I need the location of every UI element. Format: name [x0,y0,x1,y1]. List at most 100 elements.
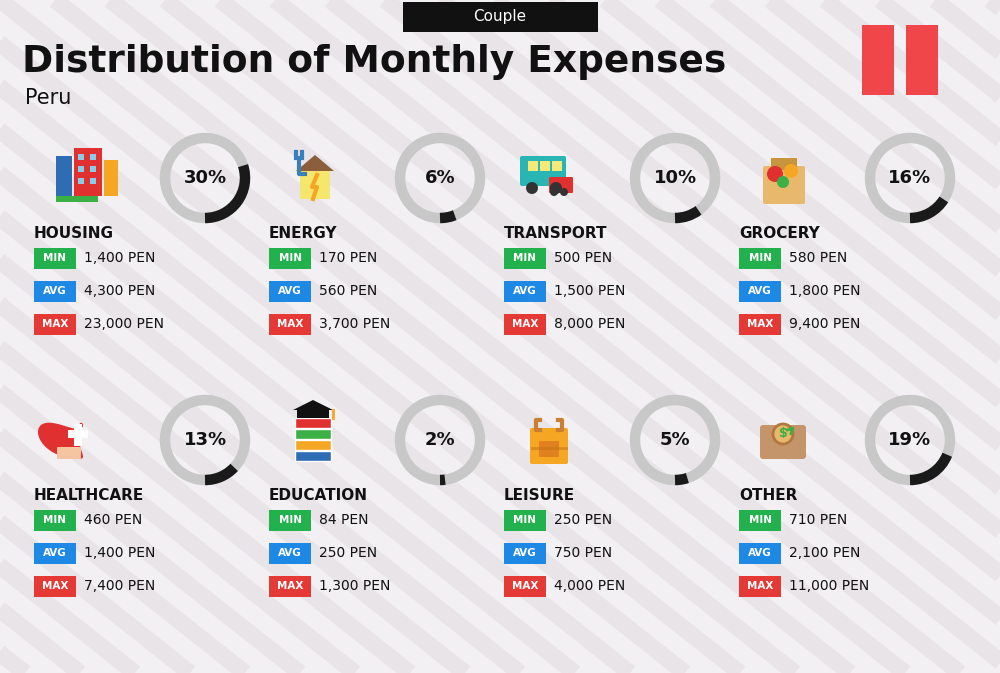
Text: LEISURE: LEISURE [504,487,575,503]
Text: 1,500 PEN: 1,500 PEN [554,284,625,298]
Text: MIN: MIN [748,515,772,525]
FancyBboxPatch shape [739,314,781,334]
Text: 1,400 PEN: 1,400 PEN [84,251,155,265]
FancyBboxPatch shape [530,428,568,464]
FancyBboxPatch shape [295,451,331,461]
Text: $: $ [779,427,787,441]
FancyBboxPatch shape [57,447,81,459]
Text: AVG: AVG [43,286,67,296]
FancyBboxPatch shape [34,314,76,334]
FancyBboxPatch shape [739,542,781,563]
Circle shape [550,182,562,194]
Text: MAX: MAX [747,581,773,591]
Circle shape [773,424,793,444]
Text: 30%: 30% [183,169,227,187]
FancyBboxPatch shape [504,281,546,302]
Text: 2%: 2% [425,431,455,449]
FancyBboxPatch shape [539,441,559,457]
FancyBboxPatch shape [528,161,538,171]
Text: MIN: MIN [514,253,536,263]
Text: 4,300 PEN: 4,300 PEN [84,284,155,298]
Text: AVG: AVG [748,286,772,296]
FancyBboxPatch shape [300,171,330,199]
Text: AVG: AVG [278,548,302,558]
Text: 170 PEN: 170 PEN [319,251,377,265]
Text: 580 PEN: 580 PEN [789,251,847,265]
Text: AVG: AVG [278,286,302,296]
Text: 23,000 PEN: 23,000 PEN [84,317,164,331]
Text: OTHER: OTHER [739,487,797,503]
FancyBboxPatch shape [34,248,76,269]
Text: MAX: MAX [277,581,303,591]
FancyBboxPatch shape [269,509,311,530]
Text: 4,000 PEN: 4,000 PEN [554,579,625,593]
FancyBboxPatch shape [739,509,781,530]
Text: HOUSING: HOUSING [34,225,114,240]
Text: 710 PEN: 710 PEN [789,513,847,527]
FancyBboxPatch shape [504,575,546,596]
Circle shape [784,164,798,178]
FancyBboxPatch shape [74,148,102,196]
Text: HEALTHCARE: HEALTHCARE [34,487,144,503]
Text: MAX: MAX [512,581,538,591]
Circle shape [777,176,789,188]
FancyBboxPatch shape [34,542,76,563]
Text: TRANSPORT: TRANSPORT [504,225,608,240]
Text: MIN: MIN [44,515,66,525]
FancyBboxPatch shape [269,314,311,334]
Text: 1,300 PEN: 1,300 PEN [319,579,390,593]
Text: Distribution of Monthly Expenses: Distribution of Monthly Expenses [22,44,726,80]
FancyBboxPatch shape [760,425,806,459]
FancyBboxPatch shape [295,440,331,450]
Text: MIN: MIN [44,253,66,263]
Circle shape [767,166,783,182]
Text: 1,800 PEN: 1,800 PEN [789,284,860,298]
Text: 250 PEN: 250 PEN [554,513,612,527]
FancyBboxPatch shape [504,509,546,530]
Text: 9,400 PEN: 9,400 PEN [789,317,860,331]
Text: 8,000 PEN: 8,000 PEN [554,317,625,331]
FancyBboxPatch shape [90,166,96,172]
FancyBboxPatch shape [78,178,84,184]
FancyBboxPatch shape [78,154,84,160]
Polygon shape [296,155,334,171]
Text: 1,400 PEN: 1,400 PEN [84,546,155,560]
FancyBboxPatch shape [771,158,797,170]
Text: AVG: AVG [513,286,537,296]
FancyBboxPatch shape [56,156,72,196]
FancyBboxPatch shape [295,418,331,428]
Text: AVG: AVG [513,548,537,558]
Text: MIN: MIN [278,515,302,525]
Text: GROCERY: GROCERY [739,225,820,240]
Text: 7,400 PEN: 7,400 PEN [84,579,155,593]
FancyBboxPatch shape [56,196,98,202]
FancyBboxPatch shape [34,509,76,530]
Text: 16%: 16% [888,169,932,187]
Text: AVG: AVG [43,548,67,558]
Circle shape [560,188,568,196]
FancyBboxPatch shape [34,575,76,596]
FancyBboxPatch shape [90,178,96,184]
Text: MIN: MIN [748,253,772,263]
Text: 750 PEN: 750 PEN [554,546,612,560]
FancyBboxPatch shape [269,281,311,302]
FancyBboxPatch shape [504,248,546,269]
FancyBboxPatch shape [763,166,805,204]
Text: MIN: MIN [278,253,302,263]
FancyBboxPatch shape [504,314,546,334]
FancyBboxPatch shape [297,410,329,418]
FancyBboxPatch shape [540,161,550,171]
FancyBboxPatch shape [739,281,781,302]
Text: 5%: 5% [660,431,690,449]
Text: 10%: 10% [653,169,697,187]
Text: 13%: 13% [183,431,227,449]
Text: MAX: MAX [277,319,303,329]
FancyBboxPatch shape [269,575,311,596]
Text: AVG: AVG [748,548,772,558]
Text: 11,000 PEN: 11,000 PEN [789,579,869,593]
FancyBboxPatch shape [104,160,118,196]
FancyBboxPatch shape [78,166,84,172]
Text: MIN: MIN [514,515,536,525]
Text: 460 PEN: 460 PEN [84,513,142,527]
FancyBboxPatch shape [34,281,76,302]
